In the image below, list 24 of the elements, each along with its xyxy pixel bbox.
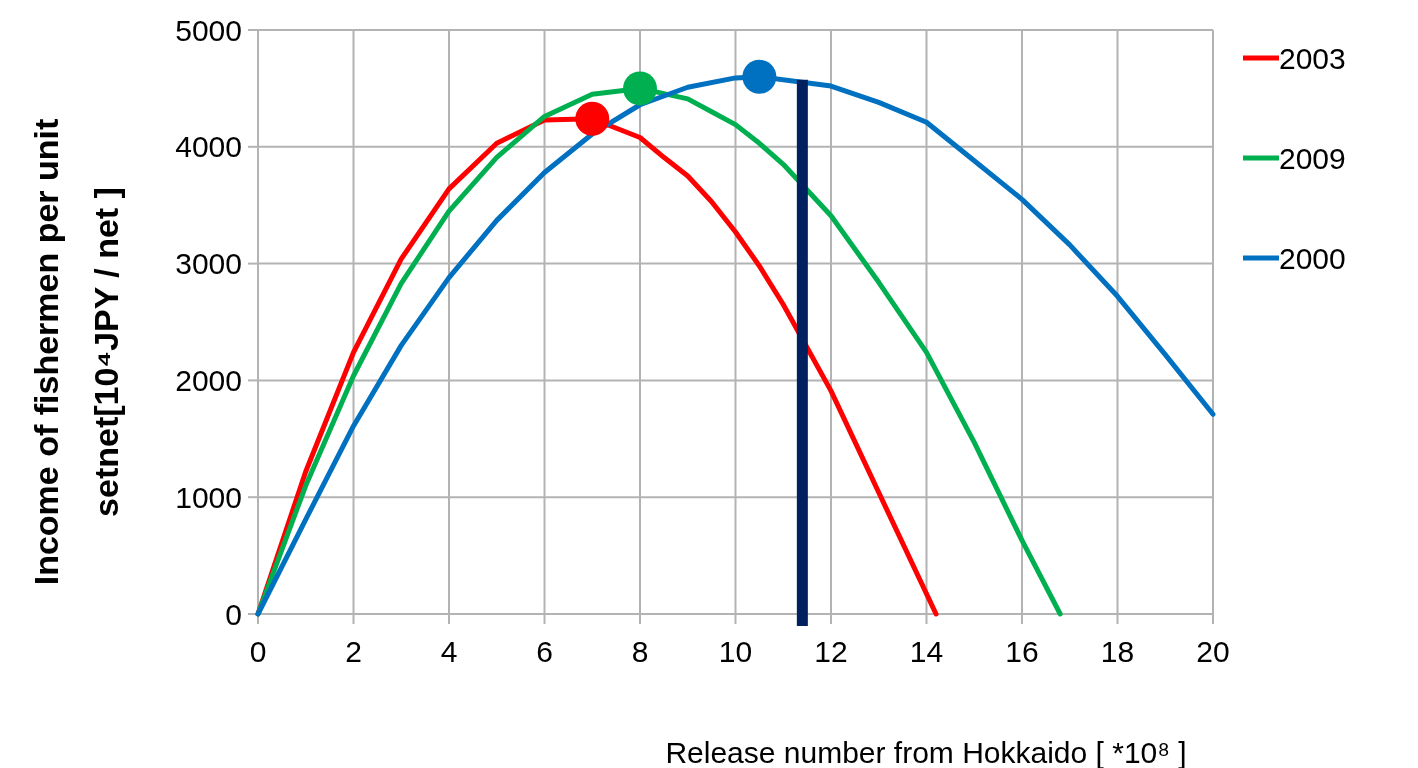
y-tick-label: 1000 [175, 480, 242, 514]
x-tick-label: 4 [440, 635, 458, 668]
legend-label: 2000 [1279, 241, 1346, 275]
x-tick-label: 8 [631, 635, 649, 668]
y-tick-label: 4000 [175, 130, 242, 164]
y-tick-label: 2000 [175, 363, 242, 397]
y-tick-label: 3000 [175, 247, 242, 281]
point [623, 71, 657, 106]
x-tick-label: 12 [814, 635, 848, 668]
x-tick-label: 10 [718, 635, 753, 668]
point [575, 101, 610, 136]
legend-label: 2009 [1279, 141, 1346, 175]
x-tick-label: 2 [345, 635, 362, 668]
point [742, 59, 777, 94]
x-tick-label: 18 [1100, 635, 1135, 668]
x-tick-label: 16 [1005, 635, 1039, 668]
y-tick-label: 0 [225, 597, 242, 631]
x-tick-label: 0 [249, 635, 267, 668]
x-tick-label: 20 [1196, 635, 1230, 668]
legend-label: 2003 [1279, 41, 1346, 75]
x-tick-label: 14 [909, 635, 944, 668]
x-tick-label: 6 [536, 635, 553, 668]
y-axis-title: Income of fishermen per unit setnet[10⁴JPY / net ] [27, 118, 125, 586]
y-tick-label: 5000 [175, 13, 242, 47]
